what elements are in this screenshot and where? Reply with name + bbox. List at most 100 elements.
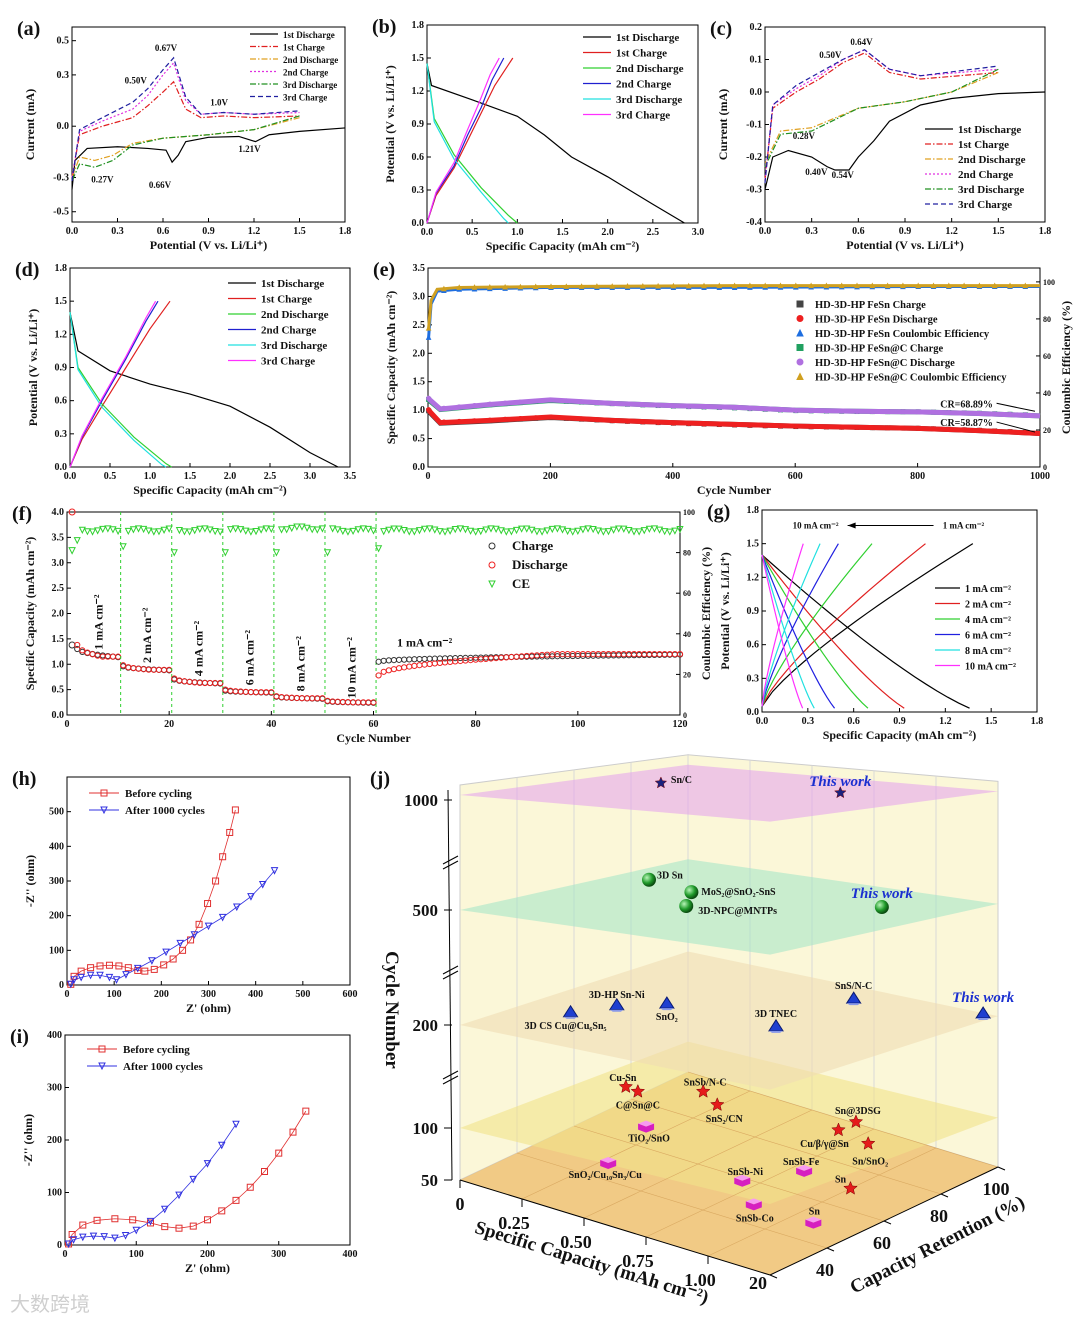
- triangle-marker: [512, 526, 521, 535]
- x-tick-label: 80: [471, 719, 481, 730]
- triangle-marker: [553, 525, 562, 533]
- circle-marker: [594, 417, 600, 423]
- z-tick-label: 100: [413, 1119, 439, 1138]
- square-marker: [79, 1221, 87, 1229]
- x-tick-label: 120: [673, 719, 688, 730]
- triangle-marker: [900, 282, 906, 289]
- z-tick-label: 1000: [404, 791, 438, 810]
- series-line: [764, 91, 1046, 190]
- triangle-marker: [323, 549, 332, 557]
- triangle-marker: [364, 525, 373, 534]
- x-tick-label: 2.5: [647, 227, 660, 238]
- annotation-arrow: [996, 402, 1036, 412]
- series-line: [68, 1124, 237, 1245]
- circle-marker: [869, 409, 875, 415]
- triangle-marker: [96, 971, 104, 980]
- circle-marker: [242, 688, 249, 695]
- circle-marker: [548, 397, 554, 403]
- panel-label: (g): [707, 501, 730, 523]
- y-tick-label: 0: [57, 1240, 62, 1251]
- circle-marker: [421, 655, 428, 663]
- circle-marker: [68, 508, 76, 516]
- triangle-marker: [584, 525, 592, 533]
- y-tick-label: 400: [49, 841, 64, 852]
- square-marker: [161, 1223, 169, 1231]
- legend-label: 1st Discharge: [261, 278, 324, 290]
- triangle-marker: [146, 1217, 155, 1226]
- y-tick-label: 2.0: [413, 348, 426, 359]
- triangle-marker: [196, 525, 204, 533]
- triangle-marker: [119, 543, 127, 551]
- circle-marker: [441, 419, 447, 425]
- circle-marker: [701, 421, 707, 427]
- circle-marker: [89, 651, 96, 658]
- triangle-marker: [191, 527, 199, 535]
- circle-marker: [1007, 429, 1013, 435]
- point-label: Sn/SnO₂: [852, 1157, 888, 1168]
- y-tick-label: 1.2: [55, 329, 68, 340]
- triangle-marker: [976, 282, 983, 289]
- circle-marker: [488, 542, 496, 550]
- circle-marker: [778, 423, 784, 429]
- floor-grid: [630, 1098, 942, 1195]
- charge-curve: [761, 543, 873, 707]
- y-tick-label: 500: [49, 807, 64, 818]
- circle-marker: [370, 699, 377, 706]
- sphere-marker: [684, 885, 699, 900]
- triangle-marker: [451, 526, 459, 534]
- series-line: [69, 300, 171, 468]
- square-marker: [141, 967, 149, 975]
- x-tick-label: 0.5: [466, 227, 479, 238]
- axis-break: [442, 1075, 459, 1085]
- level-plane-1000: [460, 764, 998, 822]
- square-marker: [87, 964, 95, 972]
- series-line: [70, 870, 275, 985]
- y2-tick-label: 100: [683, 508, 695, 517]
- circle-marker: [487, 417, 493, 423]
- legend-label: 6 mA cm⁻²: [965, 631, 1011, 642]
- circle-marker: [160, 666, 168, 673]
- circle-marker: [670, 403, 676, 409]
- circle-marker: [609, 401, 615, 407]
- triangle-marker: [68, 547, 76, 555]
- square-marker: [189, 1222, 197, 1230]
- triangle-marker: [226, 526, 235, 534]
- circle-marker: [701, 404, 707, 410]
- x-tick-label: 60: [369, 719, 379, 730]
- circle-marker: [931, 426, 937, 432]
- circle-marker: [426, 660, 433, 668]
- triangle-marker: [303, 524, 311, 532]
- triangle-marker: [482, 526, 490, 534]
- legend-label: 2nd Discharge: [616, 63, 684, 75]
- square-marker: [796, 344, 804, 351]
- y-tick: [883, 1220, 892, 1225]
- circle-marker: [288, 694, 295, 701]
- cube-marker: [638, 1123, 655, 1133]
- x-tick-label: 1.0: [511, 227, 524, 238]
- series-line: [426, 63, 509, 224]
- circle-marker: [380, 668, 387, 675]
- square-marker: [100, 789, 108, 797]
- x-tick-label: 1.8: [339, 226, 352, 237]
- y2-tick-label: 20: [683, 670, 691, 679]
- y-tick-label: 1.5: [412, 53, 425, 64]
- circle-marker: [385, 667, 392, 674]
- circle-marker: [961, 410, 967, 416]
- circle-marker: [472, 418, 478, 424]
- rate-label: 1 mA cm⁻²: [397, 635, 453, 649]
- triangle-marker: [122, 971, 130, 979]
- star-marker: [630, 1083, 646, 1098]
- x-tick-label: 1.5: [184, 471, 197, 482]
- circle-marker: [426, 395, 432, 401]
- plot-frame: [66, 776, 351, 986]
- point-label: Sn: [835, 1175, 847, 1186]
- circle-marker: [533, 398, 539, 404]
- square-marker: [124, 964, 132, 972]
- triangle-marker: [426, 525, 434, 533]
- circle-marker: [502, 416, 508, 422]
- square-marker: [150, 965, 158, 973]
- circle-marker: [732, 405, 738, 411]
- triangle-marker: [339, 527, 347, 536]
- y-tick-label: -0.4: [746, 217, 762, 228]
- x-tick-label: 2.0: [601, 227, 614, 238]
